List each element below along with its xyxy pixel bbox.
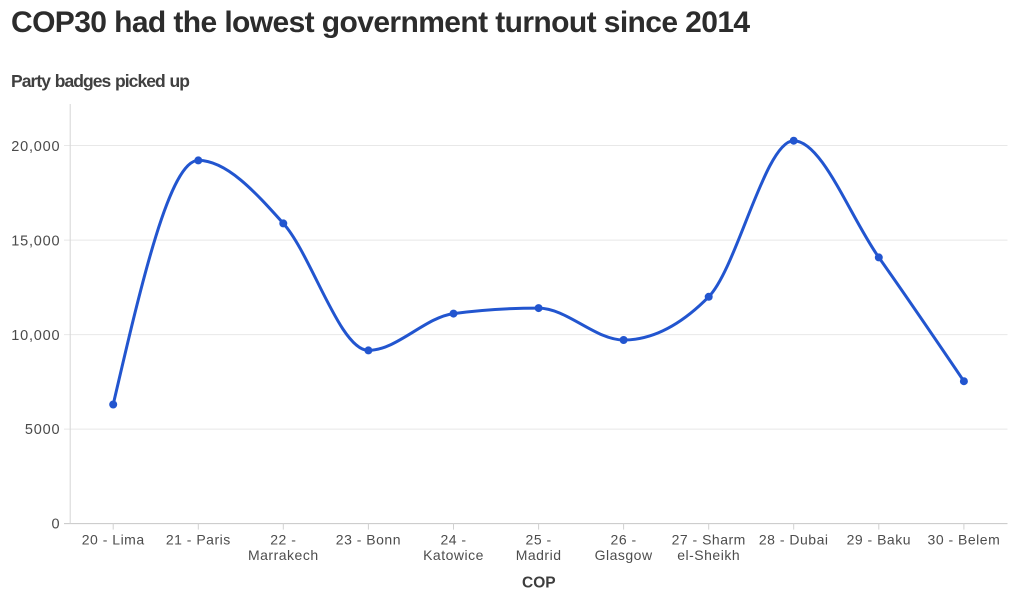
svg-text:el-Sheikh: el-Sheikh — [677, 547, 740, 563]
svg-text:15,000: 15,000 — [11, 234, 60, 250]
svg-text:24 -: 24 - — [440, 532, 466, 548]
svg-text:27 - Sharm: 27 - Sharm — [672, 532, 746, 548]
svg-text:30 - Belem: 30 - Belem — [928, 532, 1001, 548]
svg-text:26 -: 26 - — [611, 532, 637, 548]
svg-text:20 - Lima: 20 - Lima — [82, 532, 145, 548]
svg-text:23 - Bonn: 23 - Bonn — [336, 532, 401, 548]
svg-text:21 - Paris: 21 - Paris — [166, 532, 231, 548]
svg-text:Glasgow: Glasgow — [595, 547, 653, 563]
svg-text:Katowice: Katowice — [423, 547, 484, 563]
svg-text:25 -: 25 - — [526, 532, 552, 548]
svg-text:22 -: 22 - — [270, 532, 296, 548]
svg-text:Marrakech: Marrakech — [248, 547, 319, 563]
svg-text:29 - Baku: 29 - Baku — [847, 532, 911, 548]
svg-text:Madrid: Madrid — [516, 547, 562, 563]
svg-text:5000: 5000 — [25, 422, 60, 438]
svg-text:10,000: 10,000 — [11, 328, 60, 344]
svg-text:28 - Dubai: 28 - Dubai — [759, 532, 829, 548]
svg-text:0: 0 — [52, 517, 61, 533]
svg-text:20,000: 20,000 — [11, 139, 60, 155]
svg-text:COP: COP — [522, 574, 556, 591]
